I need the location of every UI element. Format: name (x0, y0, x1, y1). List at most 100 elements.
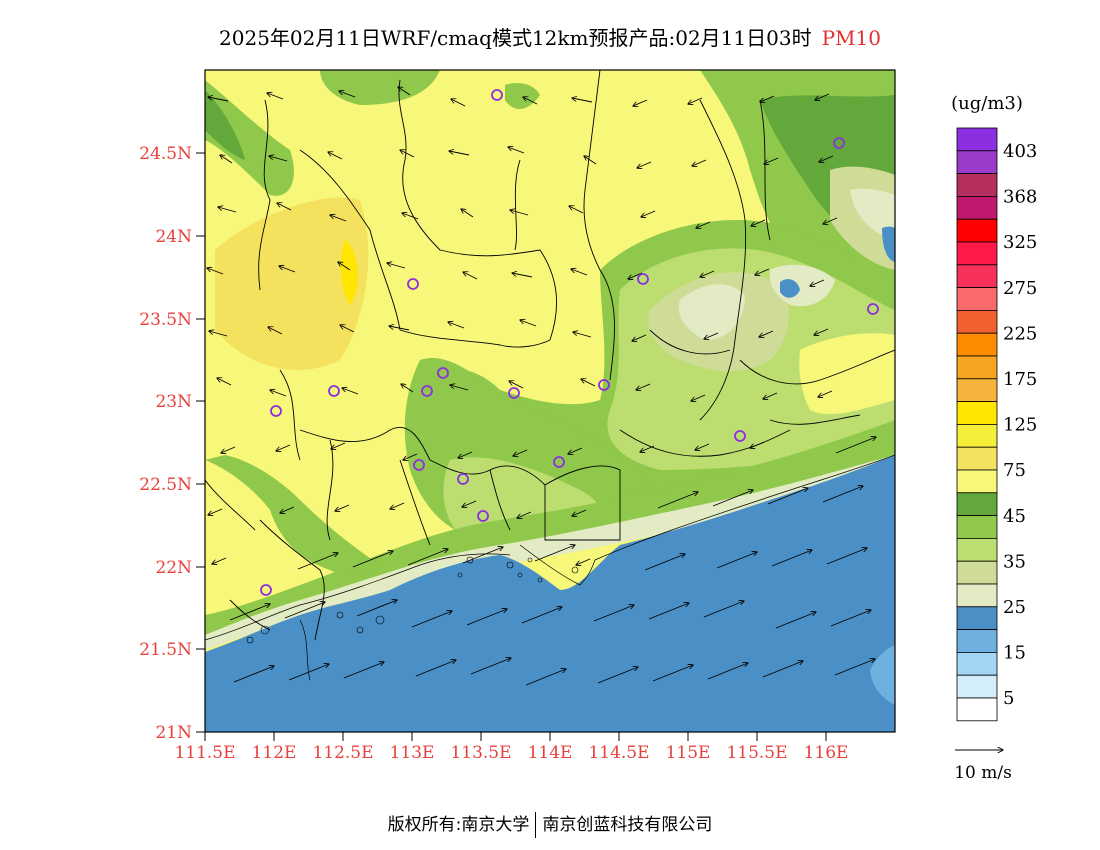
wind-arrow (220, 155, 233, 164)
wind-arrow (267, 93, 284, 100)
wind-arrow (571, 269, 588, 276)
wind-arrow (401, 384, 414, 393)
wind-arrow (764, 157, 779, 164)
wind-arrow (415, 660, 456, 677)
wind-arrow (523, 97, 538, 105)
wind-arrow (510, 210, 529, 216)
wind-arrow (644, 554, 685, 571)
wind-arrow (400, 150, 415, 158)
title-main: 2025年02月11日WRF/cmaq模式12km预报产品:02月11日03时 (219, 26, 812, 50)
legend-swatch (956, 241, 998, 266)
lon-label: 115E (666, 743, 711, 763)
field-green-n (320, 70, 440, 105)
lat-label: 22N (155, 558, 192, 578)
wind-arrow (217, 378, 232, 386)
wind-arrow (328, 152, 343, 160)
legend-swatch (956, 150, 998, 175)
lat-label: 23.5N (139, 310, 192, 330)
monitoring-stations (260, 89, 879, 596)
legend-swatch (956, 538, 998, 562)
wind-arrow (636, 383, 651, 390)
wind-arrow (641, 210, 656, 217)
lon-label: 115.5E (726, 743, 787, 763)
wind-arrow (521, 607, 562, 624)
field-yellow-dark (215, 197, 369, 370)
station-marker (833, 137, 845, 149)
wind-arrow (342, 388, 359, 395)
wind-arrow (463, 272, 478, 280)
legend-label: 45 (1003, 506, 1026, 527)
wind-arrow (775, 612, 816, 629)
wind-vectors (207, 87, 876, 686)
wind-arrow (819, 155, 834, 162)
map-title: 2025年02月11日WRF/cmaq模式12km预报产品:02月11日03时 P… (0, 22, 1100, 51)
wind-arrow (276, 444, 291, 451)
copyright-separator (535, 812, 537, 838)
wind-arrow (517, 511, 532, 518)
legend-swatch (956, 674, 998, 699)
wind-arrow (835, 437, 876, 454)
wind-arrow (352, 551, 393, 568)
wind-arrow (818, 390, 833, 397)
field-green-nw (205, 80, 294, 196)
station-marker (867, 303, 879, 315)
station-marker (328, 385, 340, 397)
wind-arrow (277, 203, 292, 211)
wind-arrow (411, 611, 452, 628)
wind-arrow (810, 279, 825, 286)
wind-arrow (581, 379, 596, 387)
wind-arrow (692, 159, 707, 166)
wind-arrow (707, 663, 748, 680)
field-blue-lake (780, 279, 800, 298)
legend-swatch (956, 378, 998, 402)
wind-arrow (750, 441, 765, 448)
lat-label: 21.5N (139, 640, 192, 660)
field-blue-edge (882, 226, 895, 262)
wind-arrow (508, 147, 525, 154)
field-green-n2 (505, 83, 540, 110)
wind-arrow (762, 661, 803, 678)
wind-arrow (826, 548, 867, 565)
wind-arrow (268, 327, 283, 335)
wind-arrow (767, 488, 808, 505)
wind-arrow (834, 659, 875, 676)
legend-swatch (956, 127, 998, 152)
legend-label: 25 (1003, 597, 1026, 618)
field-pale-east (678, 284, 745, 340)
wind-arrow (815, 93, 830, 100)
wind-arrow (340, 325, 355, 333)
legend-swatch (956, 515, 998, 539)
wind-arrow (512, 273, 533, 278)
field-green-sw (205, 455, 380, 576)
field-ocean (205, 455, 895, 732)
field-green-nw-dark (205, 90, 245, 160)
wind-reference-label: 10 m/s (954, 763, 1012, 783)
legend-label: 125 (1003, 415, 1037, 436)
legend-swatch (956, 560, 998, 585)
field-pale-coast (205, 455, 895, 650)
wind-arrow (212, 557, 227, 564)
wind-arrow (576, 558, 591, 565)
legend-swatch (956, 652, 998, 676)
legend-label: 225 (1003, 323, 1037, 344)
wind-arrow (704, 332, 719, 339)
title-variable: PM10 (821, 26, 881, 50)
wind-arrow (339, 91, 356, 98)
legend-swatch (956, 446, 998, 471)
wind-arrow (633, 99, 648, 106)
wind-arrow (657, 492, 698, 509)
wind-arrow (335, 504, 350, 511)
latitude-axis: 24.5N 24N 23.5N 23N 22.5N 22N 21.5N 21N (139, 144, 205, 743)
wind-arrow (830, 610, 871, 627)
wind-arrow (593, 605, 634, 622)
station-marker (508, 387, 520, 399)
wind-arrow (652, 665, 693, 682)
copyright: 版权所有:南京大学 南京创蓝科技有限公司 (0, 810, 1100, 838)
wind-arrow (703, 601, 744, 618)
wind-arrow (279, 266, 296, 273)
legend-swatch (956, 469, 998, 494)
longitude-axis: 111.5E 112E 112.5E 113E 113.5E 114E 114.… (174, 732, 848, 763)
wind-arrow (233, 666, 274, 683)
lat-label: 22.5N (139, 475, 192, 495)
wind-arrow (696, 221, 711, 228)
